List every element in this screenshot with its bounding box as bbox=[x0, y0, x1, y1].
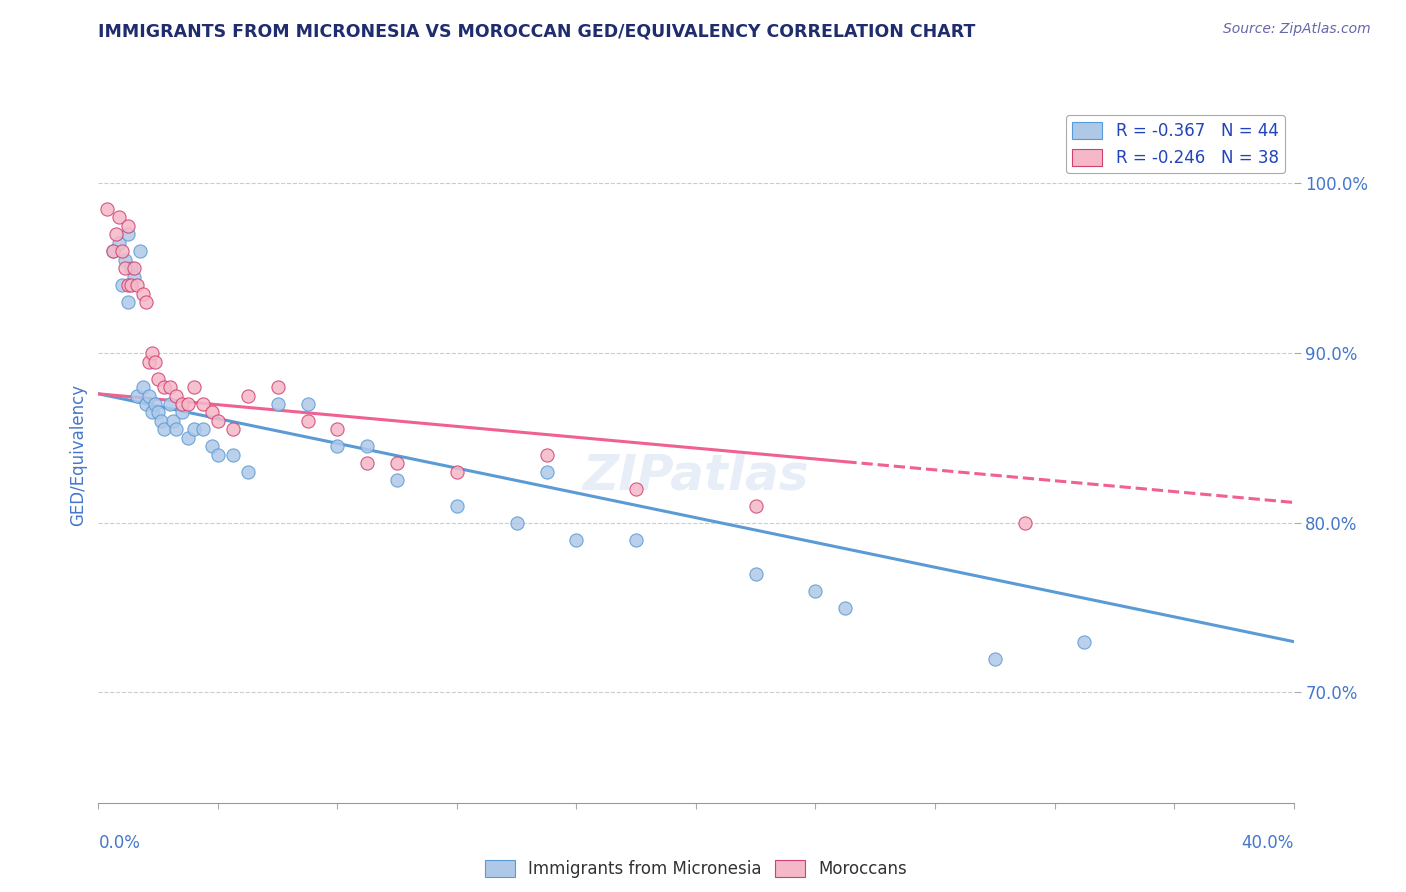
Point bbox=[1073, 634, 1095, 648]
Point bbox=[127, 388, 149, 402]
Point bbox=[114, 261, 136, 276]
Point bbox=[143, 397, 166, 411]
Point bbox=[159, 397, 181, 411]
Point bbox=[536, 465, 558, 479]
Point bbox=[745, 499, 768, 513]
Point bbox=[143, 354, 166, 368]
Legend: Immigrants from Micronesia, Moroccans: Immigrants from Micronesia, Moroccans bbox=[478, 854, 914, 885]
Point bbox=[124, 269, 146, 284]
Point bbox=[624, 533, 647, 547]
Point bbox=[141, 405, 163, 419]
Point bbox=[162, 414, 184, 428]
Point bbox=[297, 397, 319, 411]
Point bbox=[177, 431, 200, 445]
Point bbox=[183, 380, 205, 394]
Point bbox=[207, 448, 229, 462]
Point bbox=[111, 244, 134, 259]
Point bbox=[114, 252, 136, 267]
Point bbox=[105, 227, 128, 242]
Point bbox=[120, 261, 142, 276]
Point bbox=[446, 465, 468, 479]
Point bbox=[356, 457, 378, 471]
Point bbox=[117, 295, 139, 310]
Point bbox=[159, 380, 181, 394]
Point bbox=[127, 278, 149, 293]
Point bbox=[745, 566, 768, 581]
Point bbox=[172, 405, 194, 419]
Point bbox=[222, 448, 245, 462]
Point bbox=[356, 439, 378, 453]
Point bbox=[135, 295, 157, 310]
Point bbox=[297, 414, 319, 428]
Point bbox=[191, 397, 214, 411]
Point bbox=[172, 397, 194, 411]
Point bbox=[385, 457, 409, 471]
Point bbox=[201, 439, 224, 453]
Point bbox=[565, 533, 588, 547]
Point bbox=[124, 261, 146, 276]
Point bbox=[148, 371, 170, 385]
Point bbox=[165, 388, 187, 402]
Point bbox=[111, 278, 134, 293]
Point bbox=[983, 651, 1005, 665]
Point bbox=[108, 235, 131, 250]
Point bbox=[120, 278, 142, 293]
Point bbox=[506, 516, 529, 530]
Text: ZIPatlas: ZIPatlas bbox=[582, 451, 810, 500]
Point bbox=[183, 422, 205, 436]
Point bbox=[834, 600, 856, 615]
Point bbox=[132, 286, 155, 301]
Point bbox=[153, 422, 176, 436]
Text: 0.0%: 0.0% bbox=[98, 834, 141, 852]
Point bbox=[132, 380, 155, 394]
Point bbox=[150, 414, 173, 428]
Point bbox=[96, 202, 118, 216]
Point bbox=[177, 397, 200, 411]
Point bbox=[1014, 516, 1036, 530]
Point bbox=[236, 465, 259, 479]
Point bbox=[446, 499, 468, 513]
Point bbox=[108, 211, 131, 225]
Point bbox=[804, 583, 827, 598]
Point bbox=[201, 405, 224, 419]
Point bbox=[326, 422, 349, 436]
Text: 40.0%: 40.0% bbox=[1241, 834, 1294, 852]
Point bbox=[624, 482, 647, 496]
Point bbox=[191, 422, 214, 436]
Point bbox=[103, 244, 125, 259]
Point bbox=[267, 380, 290, 394]
Point bbox=[103, 244, 125, 259]
Point bbox=[385, 474, 409, 488]
Point bbox=[326, 439, 349, 453]
Point bbox=[207, 414, 229, 428]
Point bbox=[165, 422, 187, 436]
Point bbox=[135, 397, 157, 411]
Point bbox=[141, 346, 163, 360]
Point bbox=[138, 354, 160, 368]
Point bbox=[236, 388, 259, 402]
Point bbox=[117, 219, 139, 233]
Point bbox=[536, 448, 558, 462]
Point bbox=[138, 388, 160, 402]
Point bbox=[129, 244, 152, 259]
Text: IMMIGRANTS FROM MICRONESIA VS MOROCCAN GED/EQUIVALENCY CORRELATION CHART: IMMIGRANTS FROM MICRONESIA VS MOROCCAN G… bbox=[98, 22, 976, 40]
Point bbox=[117, 278, 139, 293]
Point bbox=[117, 227, 139, 242]
Point bbox=[153, 380, 176, 394]
Text: Source: ZipAtlas.com: Source: ZipAtlas.com bbox=[1223, 22, 1371, 37]
Y-axis label: GED/Equivalency: GED/Equivalency bbox=[69, 384, 87, 526]
Point bbox=[222, 422, 245, 436]
Point bbox=[267, 397, 290, 411]
Point bbox=[148, 405, 170, 419]
